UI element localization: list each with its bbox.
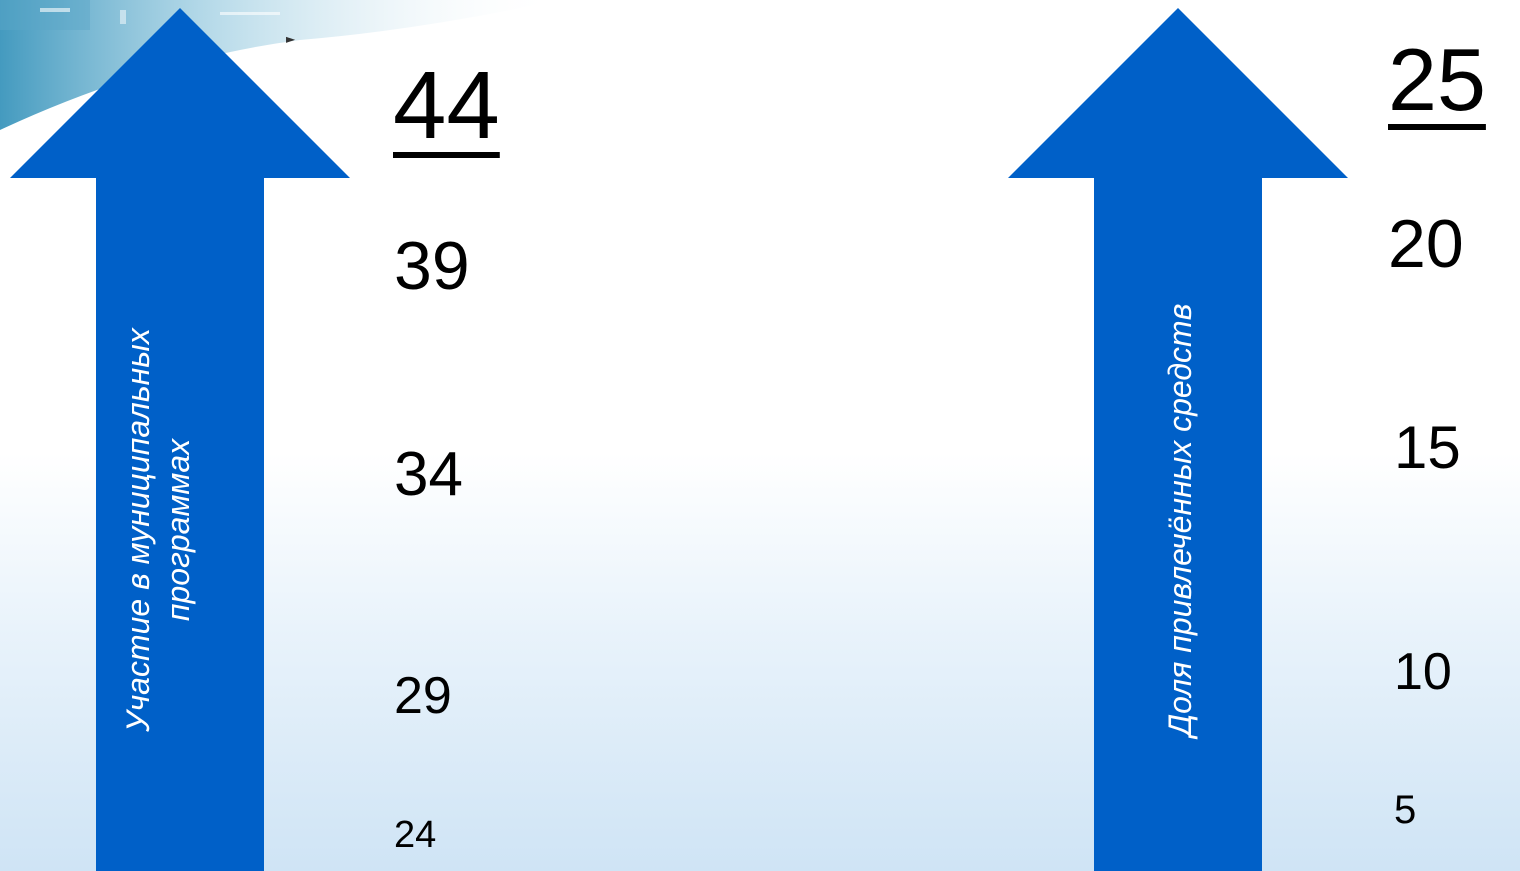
left-scale-value: 34 [394, 440, 463, 509]
left-scale-value: 24 [394, 814, 437, 856]
left-arrow-label-line2: программах [160, 438, 196, 622]
right-scale-value: 5 [1394, 788, 1417, 832]
right-scale-value-top: 25 [1388, 30, 1486, 129]
right-scale-value: 20 [1388, 206, 1464, 282]
left-scale-value: 29 [394, 667, 452, 725]
left-arrow-label-line1: Участие в муниципальных [120, 328, 156, 732]
small-marker-icon: ► [286, 32, 296, 46]
right-scale-value: 10 [1394, 643, 1452, 701]
left-scale-value: 39 [394, 228, 470, 304]
right-scale-value: 15 [1394, 414, 1461, 481]
left-arrow-label: Участие в муниципальных программах [118, 250, 198, 810]
left-scale-value-top: 44 [393, 52, 500, 159]
right-arrow-label-text: Доля привлечённых средств [1162, 303, 1198, 737]
right-arrow-label: Доля привлечённых средств [1160, 230, 1200, 810]
